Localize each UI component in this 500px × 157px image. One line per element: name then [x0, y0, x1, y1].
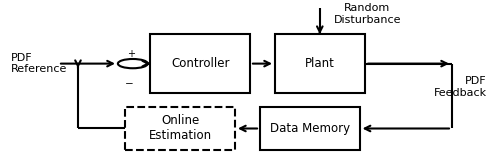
Text: Controller: Controller	[171, 57, 230, 70]
Text: PDF
Feedback: PDF Feedback	[434, 76, 487, 98]
Text: +: +	[126, 49, 134, 59]
Text: Plant: Plant	[305, 57, 334, 70]
Text: Random
Disturbance: Random Disturbance	[334, 3, 401, 25]
Text: PDF
Reference: PDF Reference	[10, 53, 67, 74]
Text: Data Memory: Data Memory	[270, 122, 350, 135]
Text: Online
Estimation: Online Estimation	[148, 114, 212, 143]
Bar	[260, 107, 360, 150]
Bar	[126, 107, 235, 150]
Text: −: −	[125, 79, 134, 89]
Bar	[275, 34, 364, 93]
Bar	[150, 34, 250, 93]
